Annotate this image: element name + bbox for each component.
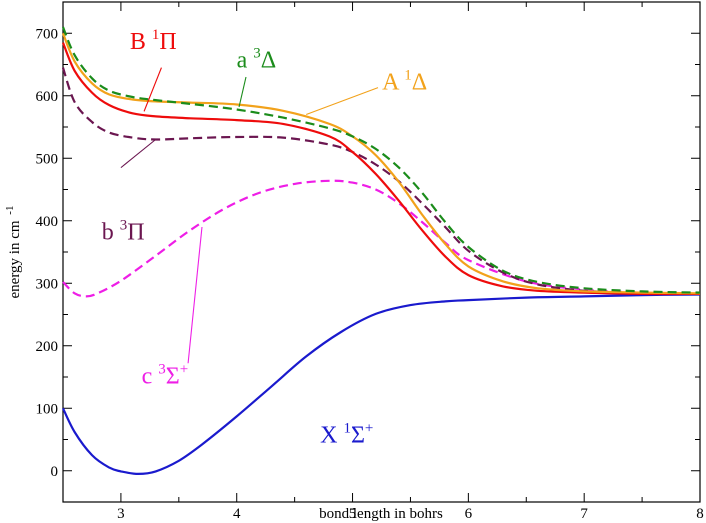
x-tick-label: 4 xyxy=(233,506,241,522)
curves xyxy=(61,26,701,475)
y-tick-label: 0 xyxy=(51,464,59,480)
series-line-c-state-1 xyxy=(62,179,701,298)
series-line-b-state-3 xyxy=(61,42,701,296)
leader-line-a-state xyxy=(306,87,379,116)
y-axis-title: energy in cm -1 xyxy=(4,206,23,299)
leader-line-c-state xyxy=(187,226,203,364)
curve-labels: B 1Π a 3Δ A 1Δ b 3Π c 3Σ+ X 1Σ+ xyxy=(102,27,427,449)
tick-labels: 3 4 5 6 7 8 0 100 200 300 400 500 600 700 xyxy=(36,26,704,522)
y-tick-label: 300 xyxy=(36,276,59,292)
series-label-c-state: c 3Σ+ xyxy=(142,361,189,389)
x-axis-title: bond length in bohrs xyxy=(319,506,443,522)
series-line-a-state-5 xyxy=(61,26,701,294)
x-tick-label: 3 xyxy=(117,506,125,522)
x-tick-label: 6 xyxy=(465,506,473,522)
series-label-b-state: B 1Π xyxy=(130,27,177,55)
y-tick-label: 200 xyxy=(36,339,59,355)
y-tick-label: 400 xyxy=(36,214,59,230)
x-tick-label: 5 xyxy=(349,506,357,522)
y-axis-title-sup: -1 xyxy=(4,206,16,215)
series-label-a-state: a 3Δ xyxy=(237,46,277,74)
series-label-a-state: A 1Δ xyxy=(382,68,427,96)
leader-line-b-state xyxy=(143,67,162,112)
y-tick-label: 700 xyxy=(36,26,59,42)
label-leaders xyxy=(120,67,379,364)
y-tick-label: 100 xyxy=(36,401,59,417)
tick-marks xyxy=(62,2,701,502)
y-axis-title-main: energy in cm xyxy=(7,220,23,298)
x-tick-label: 8 xyxy=(696,506,704,522)
series-label-b-state: b 3Π xyxy=(102,218,145,246)
leader-line-b-state xyxy=(120,139,157,169)
leader-line-a-state xyxy=(238,76,247,108)
y-tick-label: 600 xyxy=(36,89,59,105)
x-tick-label: 7 xyxy=(580,506,588,522)
y-tick-label: 500 xyxy=(36,151,59,167)
series-label-x-state: X 1Σ+ xyxy=(320,421,373,449)
series-line-x-state-0 xyxy=(62,293,701,475)
